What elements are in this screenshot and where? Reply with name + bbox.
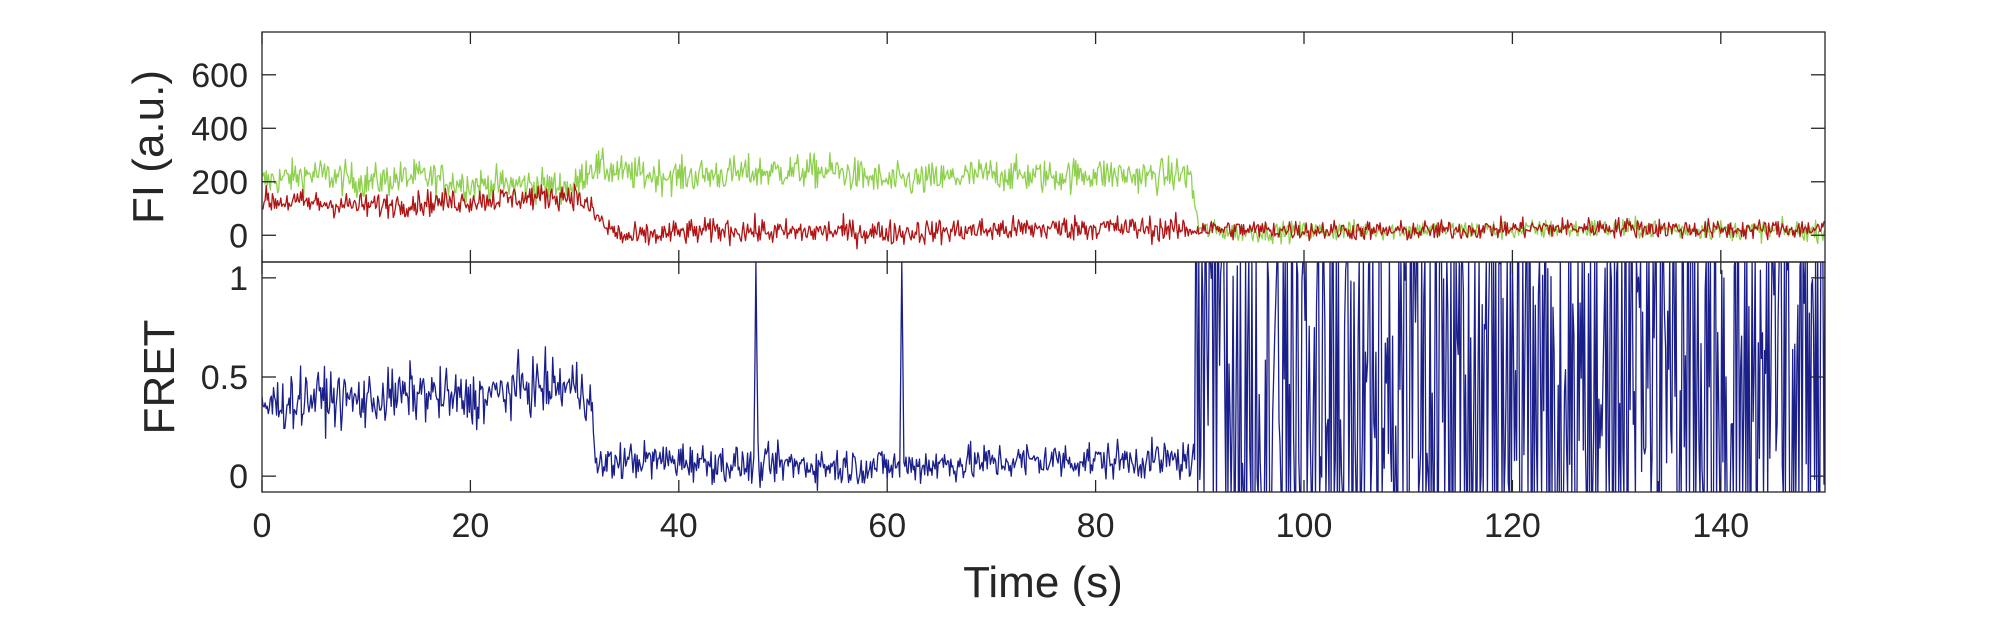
time-x-tick-label: 40 <box>660 507 698 545</box>
time-x-axis-title: Time (s) <box>963 558 1123 607</box>
time-x-tick-label: 140 <box>1692 507 1749 545</box>
fret-panel: 00.51 0 20 40 60 80 100 120 140 FRET Time (s) <box>135 260 1826 607</box>
acceptor-trace <box>262 183 1825 250</box>
fluorescence-y-axis-title: FI (a.u.) <box>124 70 173 224</box>
fret-trace <box>262 262 1825 492</box>
time-x-tick-label: 0 <box>253 507 272 545</box>
time-x-tick-label: 100 <box>1276 507 1333 545</box>
fret-y-axis-title: FRET <box>135 320 184 435</box>
time-x-tick-label: 120 <box>1484 507 1541 545</box>
fluorescence-traces <box>262 147 1825 250</box>
fret-x-ticks: 0 20 40 60 80 100 120 140 <box>253 262 1749 545</box>
fret-y-tick-label: 0.5 <box>201 359 248 397</box>
time-x-tick-label: 80 <box>1077 507 1115 545</box>
fluorescence-y-tick-label: 0 <box>229 217 248 255</box>
fret-axes-frame <box>261 261 1826 493</box>
fluorescence-y-tick-label: 400 <box>191 110 248 148</box>
fret-traces <box>262 262 1825 492</box>
fluorescence-y-ticks: 0 200 400 600 <box>191 57 1825 255</box>
fluorescence-y-tick-label: 200 <box>191 164 248 202</box>
time-x-tick-label: 60 <box>868 507 906 545</box>
fluorescence-y-tick-label: 600 <box>191 57 248 95</box>
fret-y-tick-label: 1 <box>229 260 248 298</box>
time-x-tick-label: 20 <box>451 507 489 545</box>
fret-y-tick-label: 0 <box>229 458 248 496</box>
fret-y-ticks: 00.51 <box>201 260 1825 496</box>
